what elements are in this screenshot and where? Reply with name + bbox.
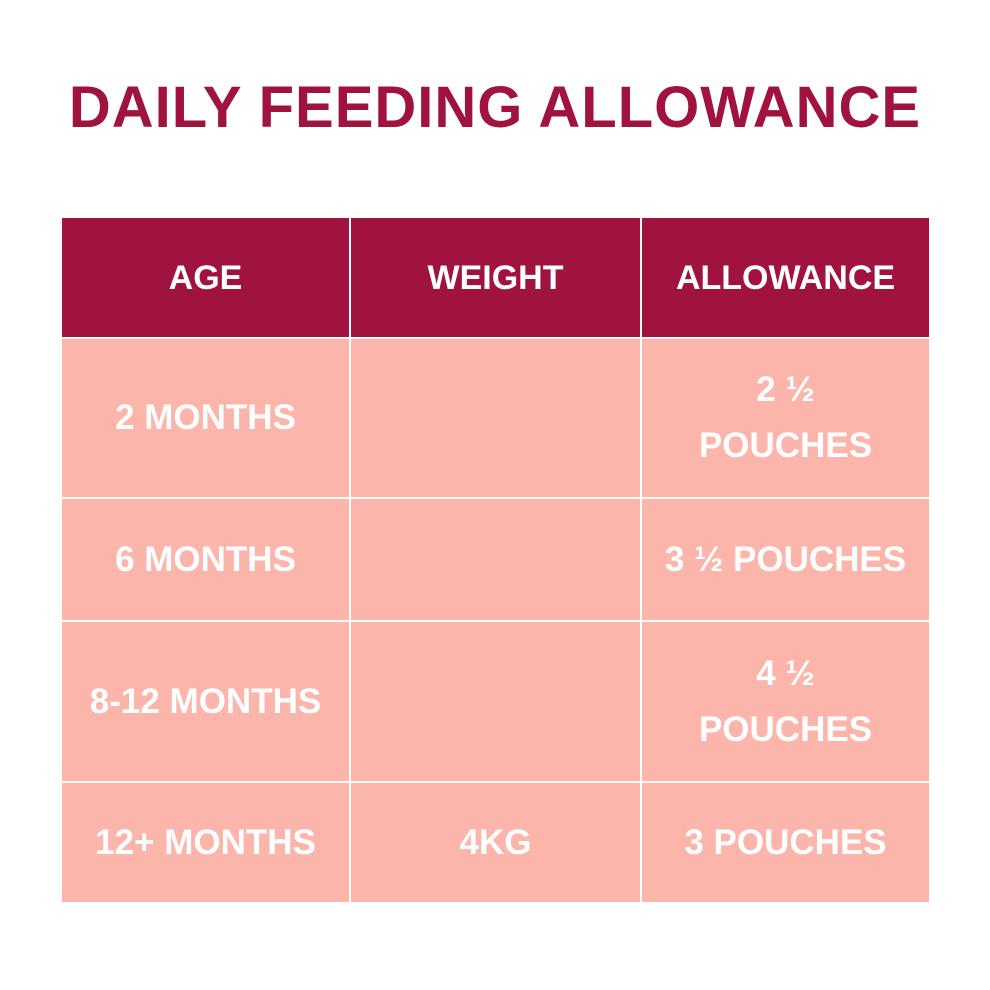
header-cell: AGE (62, 218, 349, 337)
feeding-table: AGE WEIGHT ALLOWANCE 2 MONTHS 2 ½ POUCHES 6 M… (62, 218, 929, 902)
header-cell: WEIGHT (351, 218, 640, 337)
header-cell: ALLOWANCE (642, 218, 929, 337)
table-cell (351, 622, 640, 781)
table-cell: 4 ½ POUCHES (642, 622, 929, 781)
table-cell (351, 499, 640, 620)
table-cell: 3 POUCHES (642, 783, 929, 902)
table-cell: 2 MONTHS (62, 339, 349, 497)
table-cell (351, 339, 640, 497)
title: DAILY FEEDING ALLOWANCE (68, 75, 922, 140)
table-cell: 12+ MONTHS (62, 783, 349, 902)
table-cell: 8-12 MONTHS (62, 622, 349, 781)
table-cell: 6 MONTHS (62, 499, 349, 620)
table-cell: 3 ½ POUCHES (642, 499, 929, 620)
table-cell: 2 ½ POUCHES (642, 339, 929, 497)
table-cell: 4KG (351, 783, 640, 902)
